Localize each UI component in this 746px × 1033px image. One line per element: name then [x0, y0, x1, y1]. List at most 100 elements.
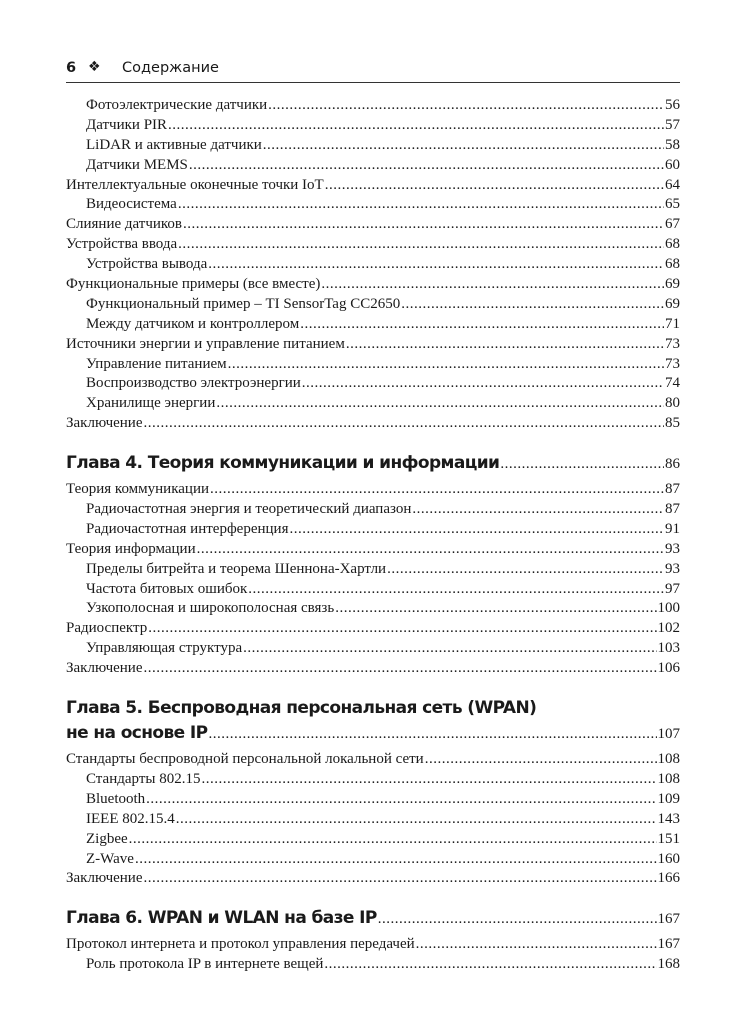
toc-entry[interactable]: Радиочастотная интерференция 91	[66, 520, 680, 540]
dot-leader	[176, 810, 657, 830]
toc-entry[interactable]: Управляющая структура 103	[66, 639, 680, 659]
toc-entry[interactable]: Источники энергии и управление питанием 7…	[66, 335, 680, 355]
toc-entry[interactable]: Управление питанием 73	[66, 355, 680, 375]
dot-leader	[189, 156, 664, 176]
toc-entry[interactable]: Слияние датчиков 67	[66, 215, 680, 235]
toc-entry[interactable]: Датчики MEMS 60	[66, 156, 680, 176]
dot-leader	[378, 906, 657, 931]
dot-leader	[302, 374, 664, 394]
toc-entry[interactable]: Теория коммуникации 87	[66, 480, 680, 500]
chapter-title-row[interactable]: не на основе IP 107	[66, 721, 680, 746]
toc-entry[interactable]: LiDAR и активные датчики 58	[66, 136, 680, 156]
toc-entry[interactable]: Датчики PIR 57	[66, 116, 680, 136]
toc-entry[interactable]: Между датчиком и контроллером 71	[66, 315, 680, 335]
page-ref: 65	[665, 196, 680, 213]
entry-title: Узкополосная и широкополосная связь	[86, 600, 335, 617]
entry-title: Датчики MEMS	[86, 156, 188, 173]
toc-entry[interactable]: Устройства вывода 68	[66, 255, 680, 275]
page-ref: 69	[665, 276, 680, 293]
toc-entry[interactable]: Zigbee 151	[66, 830, 680, 850]
toc-entry[interactable]: Стандарты 802.15 108	[66, 770, 680, 790]
entry-title: Между датчиком и контроллером	[86, 315, 300, 332]
page-ref: 103	[657, 640, 681, 657]
page-ref: 80	[665, 395, 680, 412]
page-ref: 93	[665, 560, 680, 577]
page-ref: 74	[665, 375, 680, 392]
dot-leader	[209, 721, 657, 746]
toc-entry[interactable]: Роль протокола IP в интернете вещей 168	[66, 955, 680, 975]
entry-title: Zigbee	[86, 830, 128, 847]
toc-entry[interactable]: IEEE 802.15.4 143	[66, 810, 680, 830]
entry-title: Воспроизводство электроэнергии	[86, 375, 301, 392]
chapter-heading[interactable]: Глава 4. Теория коммуникации и информаци…	[66, 451, 680, 476]
dot-leader	[425, 750, 657, 770]
dot-leader	[135, 850, 657, 870]
toc-entry[interactable]: Радиочастотная энергия и теоретический д…	[66, 500, 680, 520]
toc-entry[interactable]: Функциональные примеры (все вместе) 69	[66, 275, 680, 295]
toc-entry[interactable]: Интеллектуальные оконечные точки IoT 64	[66, 176, 680, 196]
toc-entry[interactable]: Bluetooth 109	[66, 790, 680, 810]
dot-leader	[500, 451, 664, 476]
entry-title: Функциональный пример – TI SensorTag CC2…	[86, 295, 401, 312]
dot-leader	[263, 136, 664, 156]
chapter-heading[interactable]: Глава 6. WPAN и WLAN на базе IP 167	[66, 906, 680, 931]
page-ref: 160	[657, 850, 681, 867]
dot-leader	[324, 955, 656, 975]
dot-leader	[243, 639, 656, 659]
dot-leader	[148, 619, 656, 639]
entry-title: Частота битовых ошибок	[86, 580, 248, 597]
chapter-heading[interactable]: Глава 5. Беспроводная персональная сеть …	[66, 696, 680, 746]
page-ref: 60	[665, 156, 680, 173]
page-ref: 73	[665, 335, 680, 352]
dot-leader	[183, 215, 664, 235]
entry-title: Функциональные примеры (все вместе)	[66, 276, 321, 293]
toc-entry[interactable]: Протокол интернета и протокол управления…	[66, 935, 680, 955]
dot-leader	[144, 414, 665, 434]
entry-title: Радиочастотная интерференция	[86, 520, 289, 537]
page-ref: 73	[665, 355, 680, 372]
dot-leader	[210, 480, 664, 500]
dot-leader	[144, 869, 657, 889]
toc-entry[interactable]: Теория информации 93	[66, 540, 680, 560]
toc-entry[interactable]: Видеосистема 65	[66, 195, 680, 215]
toc-entry[interactable]: Частота битовых ошибок 97	[66, 580, 680, 600]
toc-entry[interactable]: Стандарты беспроводной персональной лока…	[66, 750, 680, 770]
page-number: 6	[66, 60, 77, 76]
page-ref: 58	[665, 136, 680, 153]
entry-title: Протокол интернета и протокол управления…	[66, 936, 415, 953]
entry-title: Пределы битрейта и теорема Шеннона-Хартл…	[86, 560, 387, 577]
entry-title: Управляющая структура	[86, 640, 243, 657]
entry-title: Bluetooth	[86, 790, 146, 807]
dot-leader	[325, 176, 664, 196]
toc-entry[interactable]: Заключение 166	[66, 869, 680, 889]
entry-title: Радиочастотная энергия и теоретический д…	[86, 501, 412, 518]
toc-entry[interactable]: Устройства ввода 68	[66, 235, 680, 255]
toc-entry[interactable]: Радиоспектр 102	[66, 619, 680, 639]
dot-leader	[144, 659, 657, 679]
toc-entry[interactable]: Воспроизводство электроэнергии 74	[66, 374, 680, 394]
dot-leader	[335, 599, 656, 619]
chapter-title-row[interactable]: Глава 4. Теория коммуникации и информаци…	[66, 451, 680, 476]
page-ref: 71	[665, 315, 680, 332]
toc-entry[interactable]: Заключение 85	[66, 414, 680, 434]
running-header: 6 ❖ Содержание	[66, 58, 680, 83]
toc-entry[interactable]: Функциональный пример – TI SensorTag CC2…	[66, 295, 680, 315]
page-ref: 108	[657, 751, 681, 768]
ornament-icon: ❖	[88, 59, 101, 75]
entry-title: Управление питанием	[86, 355, 227, 372]
toc-entry[interactable]: Пределы битрейта и теорема Шеннона-Хартл…	[66, 560, 680, 580]
page-ref: 107	[657, 726, 681, 743]
chapter-title-row[interactable]: Глава 6. WPAN и WLAN на базе IP 167	[66, 906, 680, 931]
entry-title: IEEE 802.15.4	[86, 810, 175, 827]
toc-entry[interactable]: Хранилище энергии 80	[66, 394, 680, 414]
toc-entry[interactable]: Z-Wave 160	[66, 850, 680, 870]
toc-entry[interactable]: Заключение 106	[66, 659, 680, 679]
entry-title: Стандарты беспроводной персональной лока…	[66, 751, 424, 768]
toc-entry[interactable]: Узкополосная и широкополосная связь 100	[66, 599, 680, 619]
page-ref: 64	[665, 176, 680, 193]
page-ref: 87	[665, 501, 680, 518]
toc-entry[interactable]: Фотоэлектрические датчики 56	[66, 96, 680, 116]
dot-leader	[416, 935, 657, 955]
page-ref: 91	[665, 520, 680, 537]
chapter-title-line: Глава 5. Беспроводная персональная сеть …	[66, 698, 537, 719]
